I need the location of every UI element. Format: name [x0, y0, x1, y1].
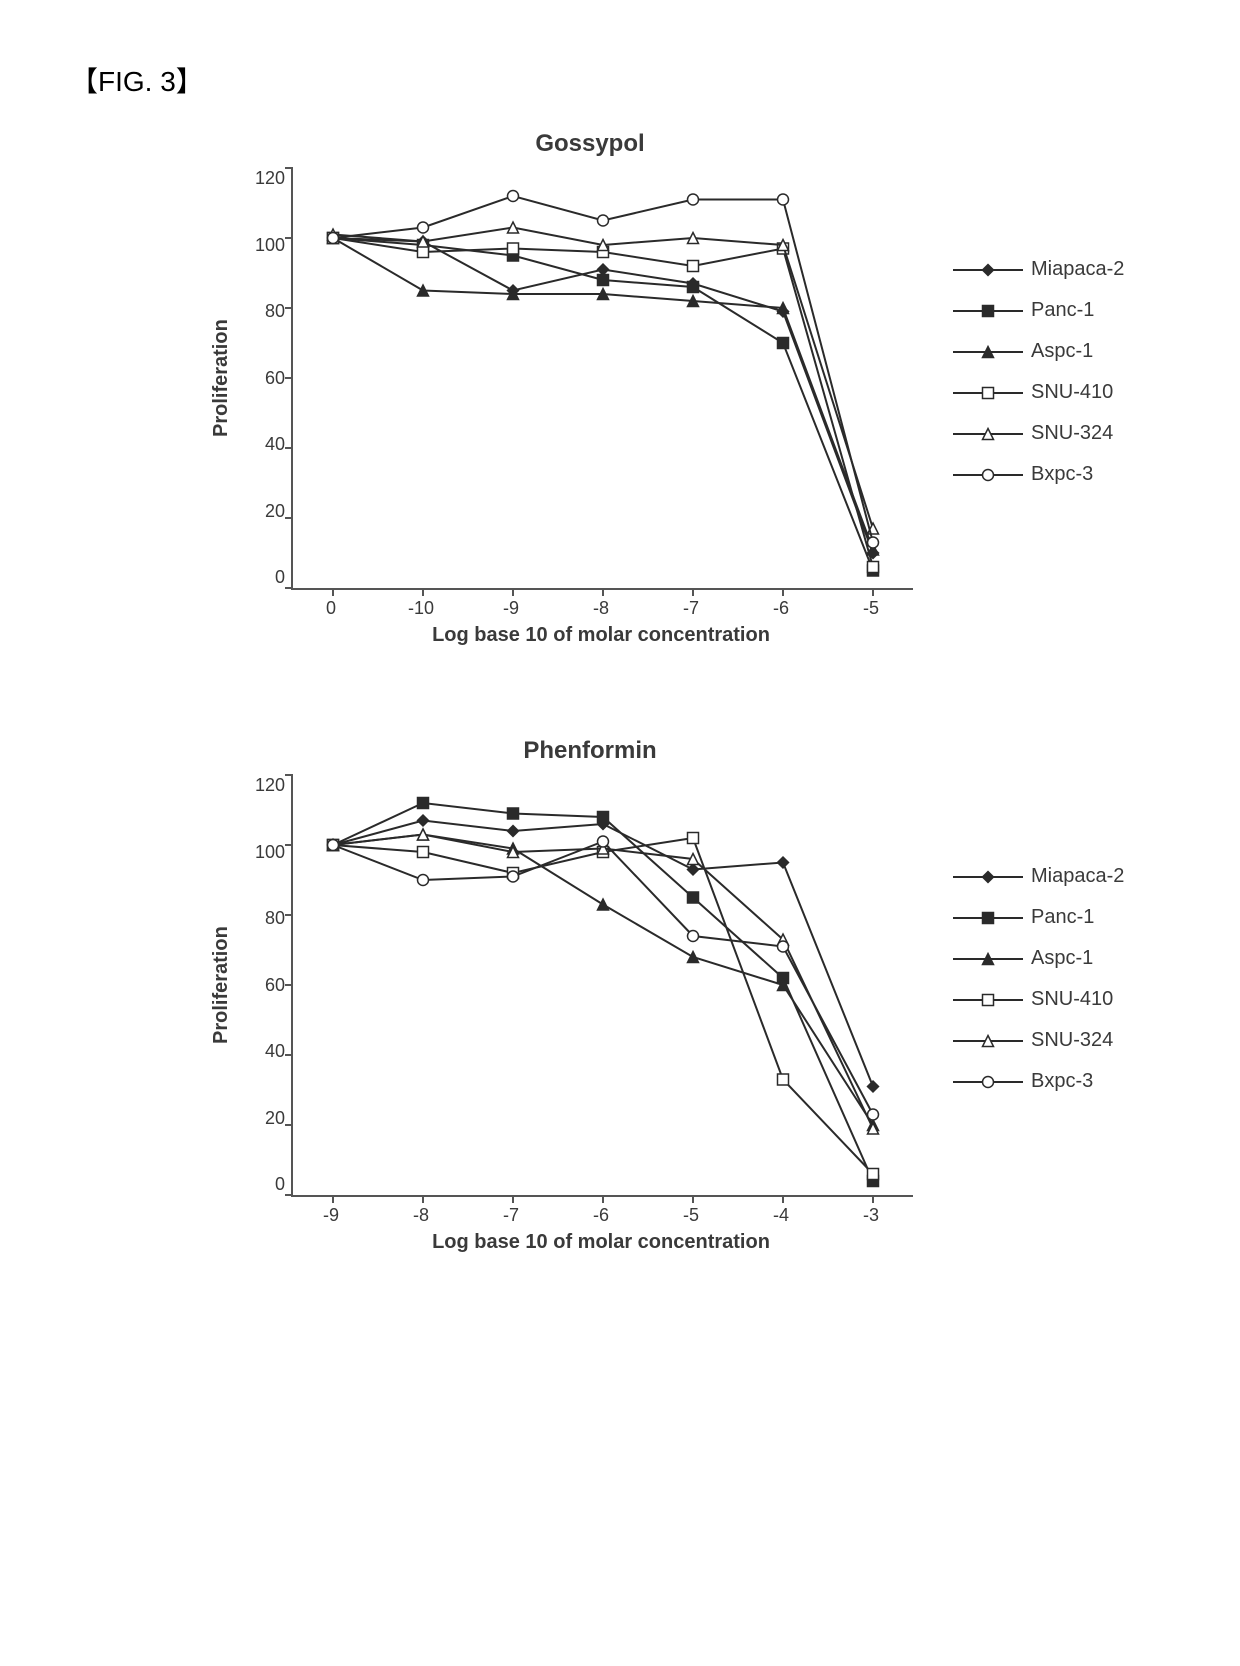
- legend-swatch: [953, 260, 1023, 280]
- y-tick-label: 40: [243, 1041, 285, 1062]
- legend-swatch: [953, 949, 1023, 969]
- legend-label: SNU-324: [1031, 1029, 1113, 1052]
- legend-item: SNU-324: [953, 422, 1124, 445]
- x-axis-label: Log base 10 of molar concentration: [291, 1231, 911, 1254]
- legend-label: SNU-410: [1031, 381, 1113, 404]
- legend: Miapaca-2 Panc-1 Aspc-1 SNU-410 SNU-324 …: [953, 865, 1124, 1111]
- legend-swatch: [953, 990, 1023, 1010]
- charts-container: Gossypol Proliferation 120 100 80 60 40 20 0 0-10…: [70, 130, 1170, 1254]
- legend-swatch: [953, 342, 1023, 362]
- y-tick-label: 0: [243, 1174, 285, 1195]
- legend-swatch: [953, 1072, 1023, 1092]
- legend-item: Bxpc-3: [953, 463, 1124, 486]
- chart-title: Phenformin: [280, 737, 900, 765]
- y-tick-label: 120: [243, 168, 285, 189]
- legend: Miapaca-2 Panc-1 Aspc-1 SNU-410 SNU-324 …: [953, 258, 1124, 504]
- x-ticks-wrap: 0-10-9-8-7-6-5: [291, 590, 911, 620]
- y-tick-label: 120: [243, 775, 285, 796]
- x-ticks-wrap: -9-8-7-6-5-4-3: [291, 1197, 911, 1227]
- y-axis-label: Proliferation: [210, 168, 233, 598]
- legend-swatch: [953, 301, 1023, 321]
- y-tick-label: 80: [243, 908, 285, 929]
- chart-title: Gossypol: [280, 130, 900, 158]
- y-tick-label: 40: [243, 434, 285, 455]
- legend-label: Bxpc-3: [1031, 463, 1093, 486]
- y-tick-label: 80: [243, 301, 285, 322]
- chart-svg: [293, 168, 913, 588]
- legend-label: Bxpc-3: [1031, 1070, 1093, 1093]
- legend-item: Panc-1: [953, 299, 1124, 322]
- legend-swatch: [953, 465, 1023, 485]
- legend-item: Miapaca-2: [953, 865, 1124, 888]
- legend-item: Miapaca-2: [953, 258, 1124, 281]
- legend-label: Aspc-1: [1031, 947, 1093, 970]
- legend-item: Panc-1: [953, 906, 1124, 929]
- y-tick-label: 20: [243, 1108, 285, 1129]
- legend-swatch: [953, 383, 1023, 403]
- chart-svg: [293, 775, 913, 1195]
- legend-label: Miapaca-2: [1031, 258, 1124, 281]
- legend-swatch: [953, 1031, 1023, 1051]
- y-axis-label: Proliferation: [210, 775, 233, 1205]
- legend-label: Panc-1: [1031, 299, 1094, 322]
- figure-label: 【FIG. 3】: [70, 60, 1170, 100]
- figure-page: 【FIG. 3】 Gossypol Proliferation 120 100 80 60…: [0, 0, 1240, 1404]
- legend-label: Aspc-1: [1031, 340, 1093, 363]
- legend-item: Aspc-1: [953, 947, 1124, 970]
- plot-wrap: Proliferation 120 100 80 60 40 20 0 -9-8-7-6-5-4…: [210, 775, 1170, 1254]
- chart-block: Gossypol Proliferation 120 100 80 60 40 20 0 0-10…: [210, 130, 1170, 647]
- legend-swatch: [953, 424, 1023, 444]
- y-tick-label: 20: [243, 501, 285, 522]
- legend-item: SNU-410: [953, 988, 1124, 1011]
- plot-column: 0-10-9-8-7-6-5 Log base 10 of molar conce…: [291, 168, 913, 647]
- y-tick-label: 100: [243, 842, 285, 863]
- x-axis-label: Log base 10 of molar concentration: [291, 624, 911, 647]
- legend-item: SNU-324: [953, 1029, 1124, 1052]
- y-tick-label: 60: [243, 975, 285, 996]
- legend-label: Miapaca-2: [1031, 865, 1124, 888]
- legend-label: SNU-324: [1031, 422, 1113, 445]
- y-tick-label: 60: [243, 368, 285, 389]
- plot-column: -9-8-7-6-5-4-3 Log base 10 of molar conce…: [291, 775, 913, 1254]
- y-tick-label: 0: [243, 567, 285, 588]
- legend-label: SNU-410: [1031, 988, 1113, 1011]
- legend-item: Bxpc-3: [953, 1070, 1124, 1093]
- y-ticks: 120 100 80 60 40 20 0: [243, 775, 285, 1195]
- legend-item: Aspc-1: [953, 340, 1124, 363]
- plot-area: [291, 775, 913, 1197]
- chart-block: Phenformin Proliferation 120 100 80 60 40 20 0 -9…: [210, 737, 1170, 1254]
- legend-swatch: [953, 908, 1023, 928]
- plot-area: [291, 168, 913, 590]
- y-ticks: 120 100 80 60 40 20 0: [243, 168, 285, 588]
- legend-label: Panc-1: [1031, 906, 1094, 929]
- plot-wrap: Proliferation 120 100 80 60 40 20 0 0-10-9-8-7-6…: [210, 168, 1170, 647]
- legend-item: SNU-410: [953, 381, 1124, 404]
- legend-swatch: [953, 867, 1023, 887]
- y-tick-label: 100: [243, 235, 285, 256]
